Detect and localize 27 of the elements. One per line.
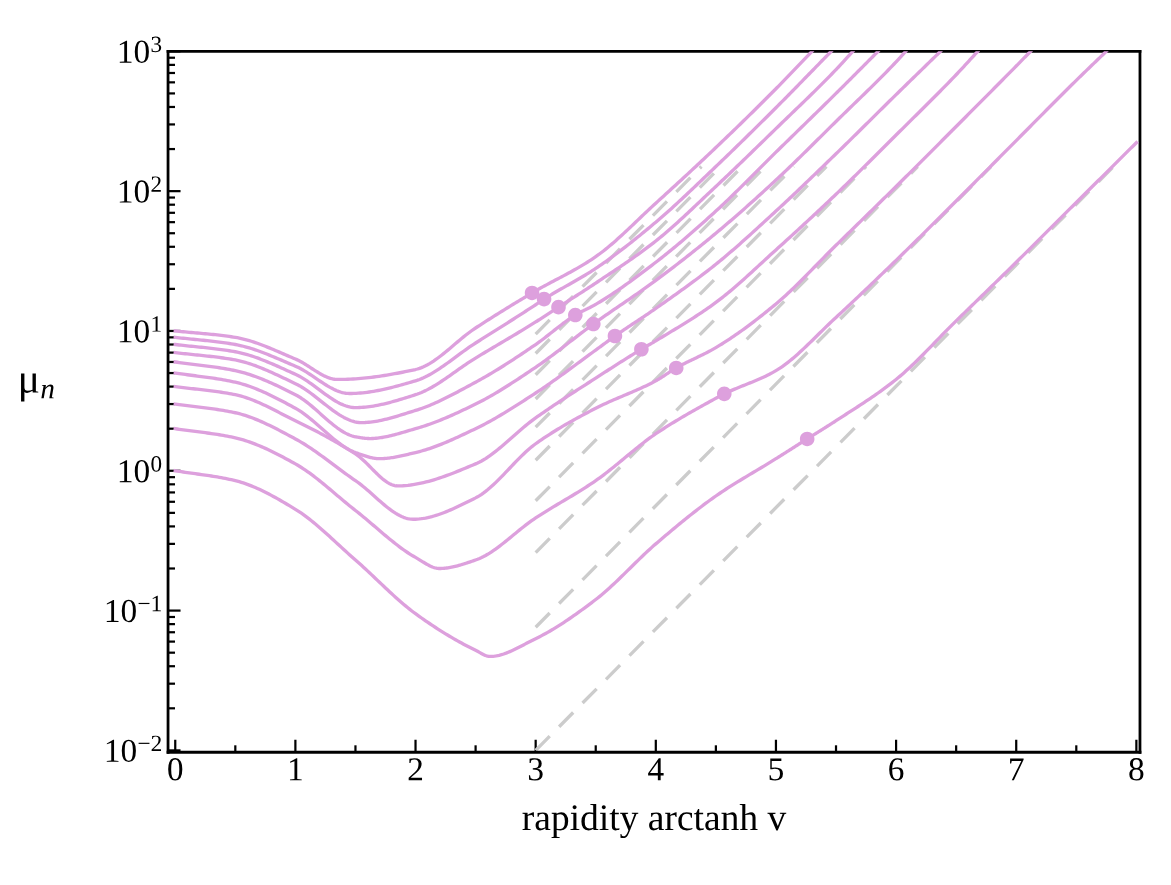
y-tick-label: 10$^{2}$ [119,176,161,203]
x-tick-label: 0 [168,758,183,781]
x-tick-label: 6 [889,758,904,781]
x-tick-label: 7 [1010,758,1024,781]
point [634,341,649,357]
y-axis-title: μ$_{n}$ [21,373,54,402]
x-tick-label: 5 [769,758,783,781]
x-tick-label: 4 [648,758,664,781]
point [551,299,566,315]
point [607,328,623,344]
y-tick-label: 10$^{0}$ [119,456,162,483]
point [799,431,815,447]
x-tick-label: 8 [1129,758,1144,781]
y-tick-label: 10$^{−1}$ [106,595,161,623]
y-tick-label: 10$^{−2}$ [106,735,161,763]
point [668,360,684,376]
point [717,386,732,402]
x-axis-title: rapidity arctanh v [522,804,787,839]
x-tick-label: 2 [408,758,423,781]
point [536,291,552,307]
point [524,285,540,301]
y-tick-label: 10$^{3}$ [119,36,162,64]
point [586,316,601,332]
point [568,307,583,323]
y-tick-label: 10$^{1}$ [119,316,161,343]
x-tick-label: 3 [528,758,543,781]
x-tick-label: 1 [289,758,302,781]
